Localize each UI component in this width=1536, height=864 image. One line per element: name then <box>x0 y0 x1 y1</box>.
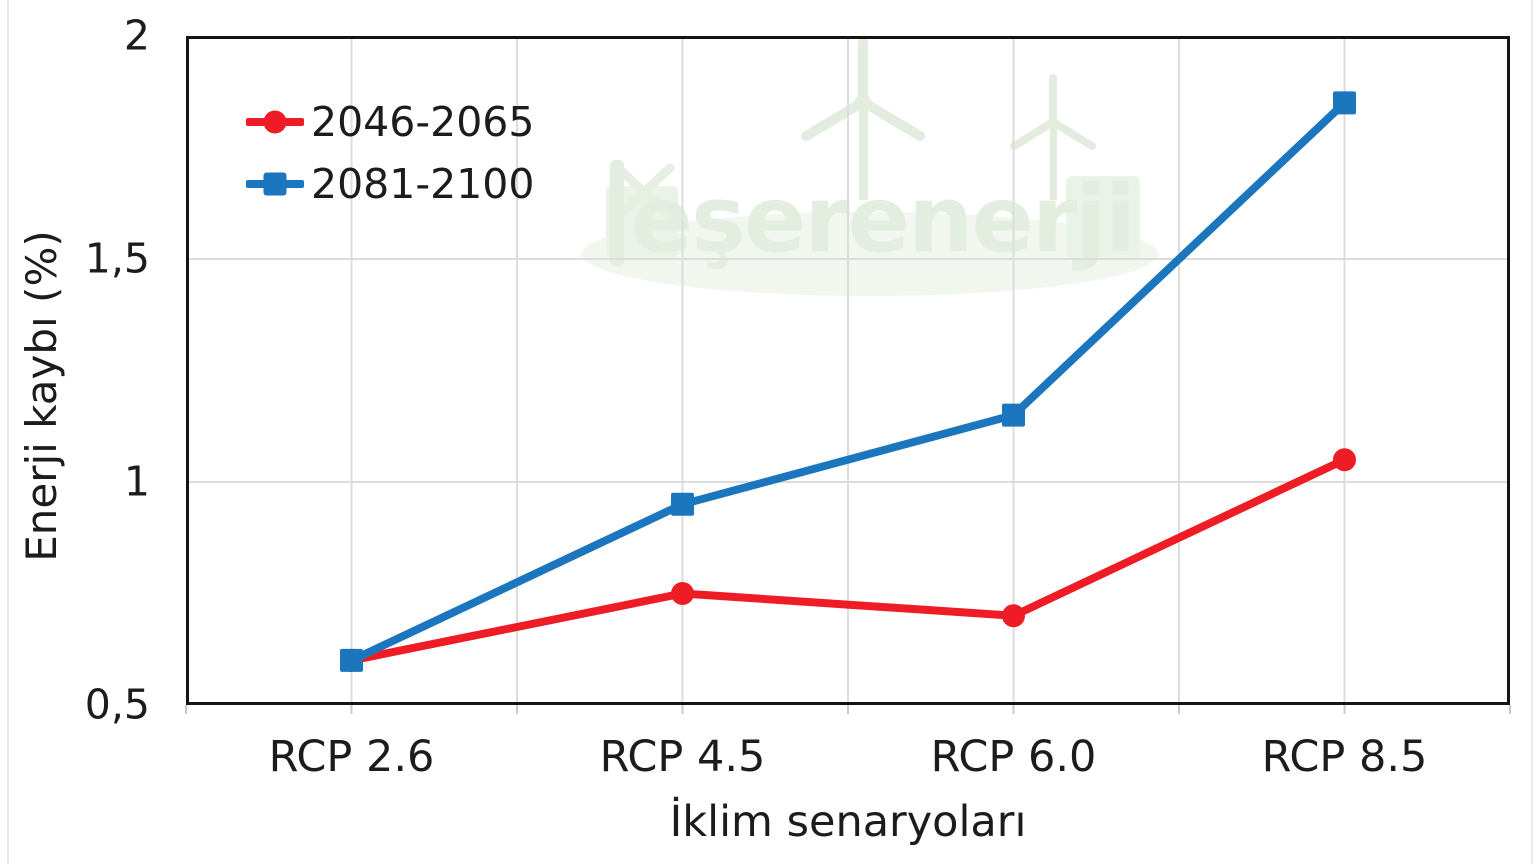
x-axis-labels: RCP 2.6 RCP 4.5 RCP 6.0 RCP 8.5 <box>186 732 1510 782</box>
y-tick-label: 1,5 <box>84 234 150 283</box>
x-tick-label: RCP 8.5 <box>1261 732 1428 782</box>
legend-line-blue-icon <box>246 172 304 196</box>
x-tick-label: RCP 2.6 <box>268 732 435 782</box>
legend: 2046-2065 2081-2100 <box>246 91 534 215</box>
data-point-2081-2100-RCP 2.6 <box>340 648 363 672</box>
series-line-2081-2100 <box>347 98 1349 665</box>
legend-item: 2046-2065 <box>246 91 534 153</box>
x-tick-label: RCP 4.5 <box>599 732 766 782</box>
data-point-2081-2100-RCP 6.0 <box>1002 403 1025 427</box>
image-edge-line-left <box>7 0 9 864</box>
plot-border <box>186 36 1510 705</box>
y-tick-label: 0,5 <box>84 680 150 729</box>
legend-square-marker-icon <box>263 172 287 196</box>
legend-label: 2081-2100 <box>311 159 535 208</box>
data-point-2081-2100-RCP 8.5 <box>1333 91 1356 115</box>
y-tick-label: 2 <box>123 11 150 60</box>
x-tick-label: RCP 6.0 <box>930 732 1097 782</box>
data-point-2081-2100-RCP 4.5 <box>671 492 694 516</box>
data-point-2046-2065-RCP 4.5 <box>671 582 694 605</box>
legend-label: 2046-2065 <box>311 97 535 146</box>
plot-area <box>185 36 1511 714</box>
y-axis-title: Enerji kaybı (%) <box>17 230 66 562</box>
legend-circle-marker-icon <box>263 110 287 134</box>
y-tick-label: 1 <box>123 457 150 506</box>
data-point-2046-2065-RCP 8.5 <box>1333 448 1356 472</box>
data-point-2046-2065-RCP 6.0 <box>1002 604 1025 628</box>
legend-line-red-icon <box>246 110 304 134</box>
x-axis-title: İklim senaryoları <box>669 797 1027 847</box>
series-line-2046-2065 <box>347 455 1349 665</box>
image-edge-line-right <box>1531 0 1533 864</box>
plot-canvas <box>185 36 1511 714</box>
legend-item: 2081-2100 <box>246 153 534 215</box>
